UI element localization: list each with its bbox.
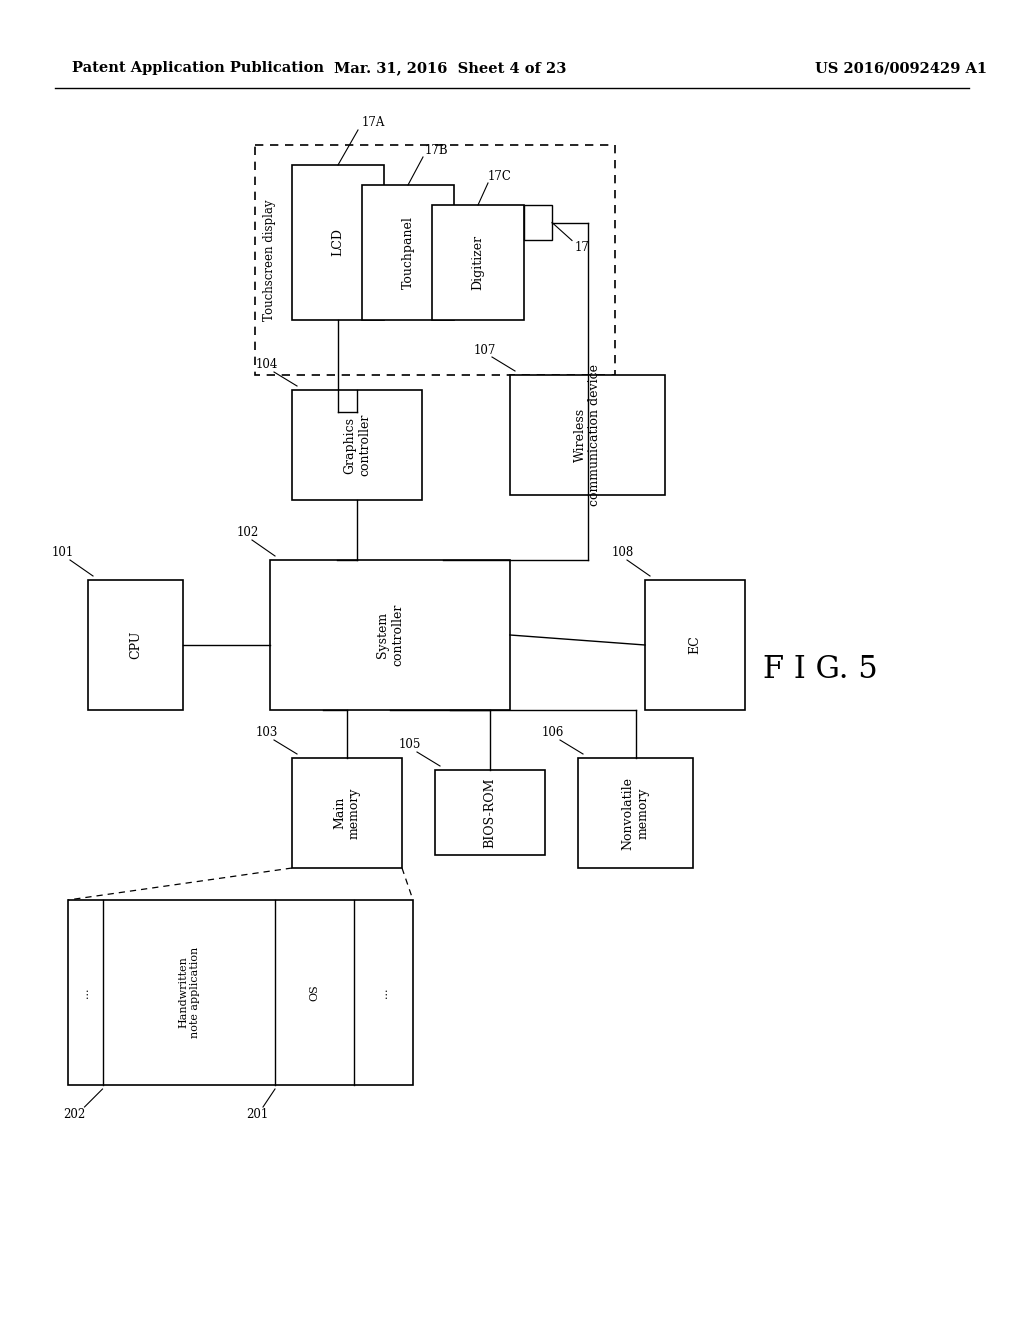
- Text: 17: 17: [574, 242, 590, 253]
- Text: F I G. 5: F I G. 5: [763, 655, 878, 685]
- Text: Touchscreen display: Touchscreen display: [262, 199, 275, 321]
- Text: LCD: LCD: [332, 228, 344, 256]
- Text: ...: ...: [379, 987, 389, 998]
- Text: EC: EC: [688, 636, 701, 655]
- Text: 107: 107: [474, 343, 497, 356]
- Text: Wireless
communication device: Wireless communication device: [573, 364, 601, 506]
- Text: System
controller: System controller: [376, 603, 404, 667]
- Text: 108: 108: [612, 545, 634, 558]
- Bar: [578, 758, 693, 869]
- Text: Graphics
controller: Graphics controller: [343, 413, 371, 477]
- Text: 17A: 17A: [361, 116, 385, 129]
- Text: 202: 202: [63, 1109, 86, 1122]
- Bar: [292, 165, 384, 319]
- Bar: [435, 770, 545, 855]
- Text: Mar. 31, 2016  Sheet 4 of 23: Mar. 31, 2016 Sheet 4 of 23: [335, 61, 566, 75]
- Bar: [645, 579, 745, 710]
- Bar: [292, 758, 402, 869]
- Text: US 2016/0092429 A1: US 2016/0092429 A1: [815, 61, 987, 75]
- Text: 102: 102: [237, 525, 259, 539]
- Text: Patent Application Publication: Patent Application Publication: [72, 61, 324, 75]
- Text: OS: OS: [309, 985, 319, 1001]
- Text: 17B: 17B: [424, 144, 447, 157]
- Text: 201: 201: [246, 1109, 268, 1122]
- Bar: [510, 375, 665, 495]
- Bar: [270, 560, 510, 710]
- Bar: [362, 185, 454, 319]
- Bar: [88, 579, 183, 710]
- Bar: [292, 389, 422, 500]
- Text: CPU: CPU: [129, 631, 142, 659]
- Text: Handwritten
note application: Handwritten note application: [178, 946, 200, 1038]
- Text: Touchpanel: Touchpanel: [401, 216, 415, 289]
- Text: 106: 106: [542, 726, 564, 739]
- Bar: [68, 900, 413, 1085]
- Text: ...: ...: [80, 987, 90, 998]
- Text: Nonvolatile
memory: Nonvolatile memory: [622, 776, 649, 850]
- Text: 101: 101: [52, 545, 74, 558]
- Text: 105: 105: [398, 738, 421, 751]
- Bar: [255, 145, 615, 375]
- Text: 103: 103: [256, 726, 279, 739]
- Bar: [524, 205, 552, 240]
- Text: 104: 104: [256, 359, 279, 371]
- Text: 17C: 17C: [488, 170, 512, 183]
- Text: Digitizer: Digitizer: [471, 235, 484, 290]
- Bar: [432, 205, 524, 319]
- Text: Main
memory: Main memory: [333, 787, 361, 838]
- Text: BIOS-ROM: BIOS-ROM: [483, 777, 497, 847]
